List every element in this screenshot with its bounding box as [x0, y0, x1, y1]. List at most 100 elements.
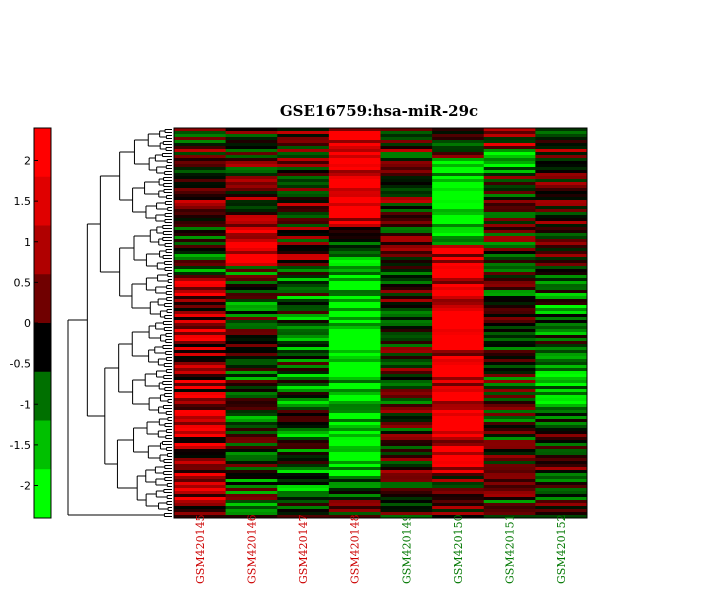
heatmap-cell — [535, 245, 588, 249]
heatmap-cell — [225, 182, 278, 186]
heatmap-cell — [328, 362, 381, 366]
heatmap-cell — [174, 296, 227, 300]
heatmap-cell — [225, 389, 278, 393]
heatmap-cell — [277, 167, 330, 171]
heatmap-cell — [277, 185, 330, 189]
heatmap-cell — [225, 368, 278, 372]
heatmap-cell — [174, 158, 227, 162]
heatmap-cell — [380, 179, 433, 183]
heatmap-cell — [328, 305, 381, 309]
heatmap-cell — [328, 422, 381, 426]
heatmap-cell — [483, 452, 536, 456]
heatmap-cell — [277, 326, 330, 330]
heatmap-cell — [277, 149, 330, 153]
heatmap-cell — [432, 182, 485, 186]
heatmap-cell — [535, 248, 588, 252]
heatmap-cell — [174, 437, 227, 441]
heatmap-cell — [535, 434, 588, 438]
heatmap-cell — [380, 443, 433, 447]
heatmap-cell — [432, 491, 485, 495]
heatmap-cell — [277, 389, 330, 393]
heatmap-cell — [328, 128, 381, 132]
heatmap-cell — [535, 368, 588, 372]
heatmap-cell — [432, 464, 485, 468]
heatmap-cell — [483, 332, 536, 336]
heatmap-cell — [483, 323, 536, 327]
heatmap-cell — [225, 374, 278, 378]
heatmap-cell — [535, 443, 588, 447]
heatmap-cell — [483, 128, 536, 132]
heatmap-cell — [328, 269, 381, 273]
heatmap-cell — [535, 137, 588, 141]
heatmap-cell — [432, 137, 485, 141]
heatmap-cell — [225, 272, 278, 276]
heatmap-cell — [328, 380, 381, 384]
heatmap-cell — [328, 410, 381, 414]
heatmap-cell — [483, 155, 536, 159]
heatmap-cell — [328, 491, 381, 495]
heatmap-cell — [328, 428, 381, 432]
heatmap-cell — [225, 431, 278, 435]
heatmap-cell — [277, 245, 330, 249]
heatmap-cell — [277, 260, 330, 264]
heatmap-cell — [328, 320, 381, 324]
heatmap-cell — [483, 212, 536, 216]
heatmap-cell — [328, 233, 381, 237]
heatmap-cell — [432, 395, 485, 399]
heatmap-cell — [535, 284, 588, 288]
heatmap-cell — [174, 425, 227, 429]
heatmap-cell — [328, 341, 381, 345]
heatmap-cell — [225, 248, 278, 252]
heatmap-cell — [483, 176, 536, 180]
heatmap-cell — [380, 308, 433, 312]
heatmap-cell — [174, 290, 227, 294]
heatmap-cell — [328, 188, 381, 192]
heatmap-cell — [432, 269, 485, 273]
heatmap-cell — [432, 239, 485, 243]
heatmap-cell — [328, 293, 381, 297]
heatmap-cell — [483, 368, 536, 372]
heatmap-cell — [174, 422, 227, 426]
heatmap-cell — [328, 488, 381, 492]
heatmap-cell — [225, 218, 278, 222]
heatmap-cell — [432, 140, 485, 144]
heatmap-cell — [432, 260, 485, 264]
heatmap-cell — [483, 386, 536, 390]
heatmap-cell — [432, 503, 485, 507]
heatmap-cell — [225, 407, 278, 411]
heatmap-cell — [380, 266, 433, 270]
heatmap-cell — [225, 476, 278, 480]
heatmap-cell — [535, 380, 588, 384]
heatmap-cell — [225, 161, 278, 165]
heatmap-cell — [328, 515, 381, 519]
heatmap-cell — [483, 395, 536, 399]
heatmap-cell — [380, 170, 433, 174]
heatmap-cell — [380, 149, 433, 153]
heatmap-cell — [380, 452, 433, 456]
heatmap-cell — [380, 458, 433, 462]
heatmap-cell — [483, 461, 536, 465]
heatmap-cell — [380, 353, 433, 357]
heatmap-cell — [225, 227, 278, 231]
heatmap-cell — [483, 458, 536, 462]
heatmap-cell — [380, 488, 433, 492]
heatmap-cell — [174, 383, 227, 387]
heatmap-cell — [174, 170, 227, 174]
heatmap-cell — [225, 332, 278, 336]
heatmap-cell — [380, 464, 433, 468]
heatmap-cell — [277, 287, 330, 291]
heatmap-cell — [483, 356, 536, 360]
heatmap-cell — [483, 341, 536, 345]
heatmap-cell — [225, 485, 278, 489]
heatmap-cell — [380, 500, 433, 504]
heatmap-cell — [432, 377, 485, 381]
heatmap-cell — [432, 302, 485, 306]
heatmap-cell — [277, 458, 330, 462]
heatmap-cell — [174, 401, 227, 405]
heatmap-cell — [174, 494, 227, 498]
heatmap-cell — [432, 353, 485, 357]
heatmap-cell — [535, 299, 588, 303]
heatmap-cell — [483, 278, 536, 282]
colorbar-tick-label: -1 — [20, 398, 31, 411]
heatmap-cell — [432, 281, 485, 285]
